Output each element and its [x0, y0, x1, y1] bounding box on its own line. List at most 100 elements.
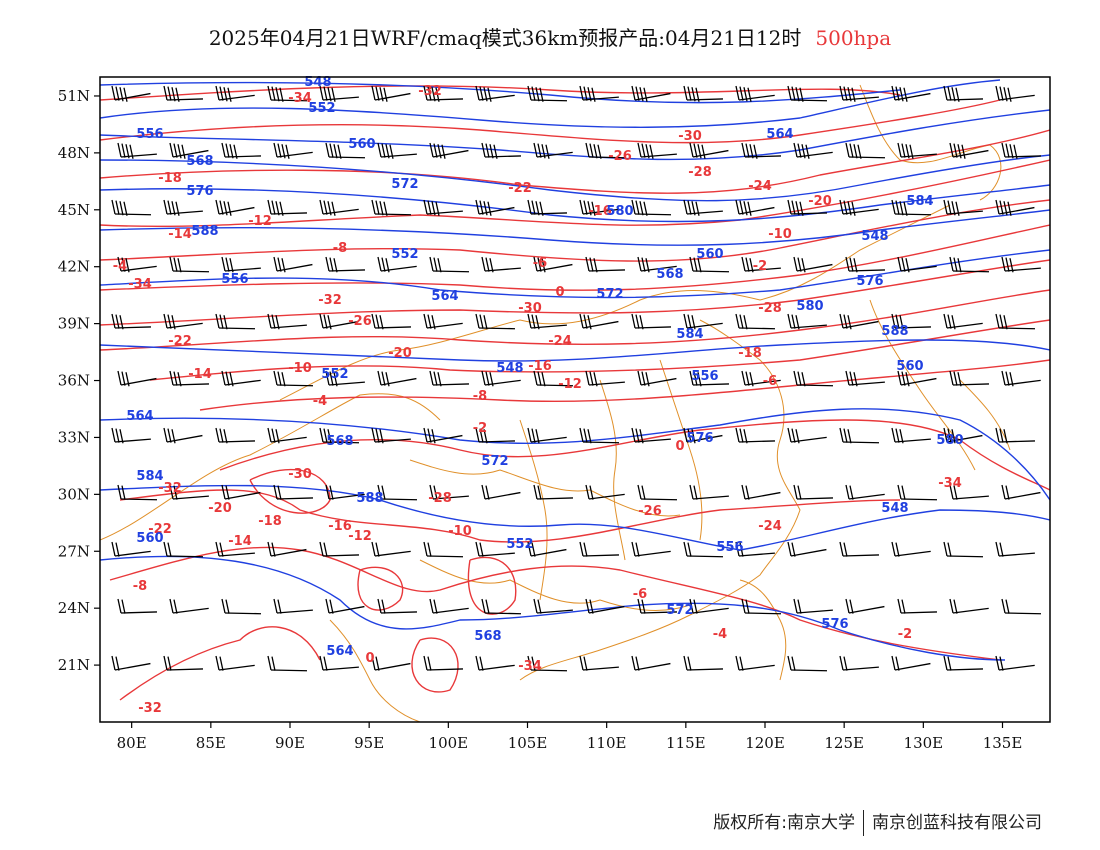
lat-tick-label: 24N: [58, 599, 90, 617]
wind-barb: [891, 541, 931, 557]
wind-barb: [215, 541, 255, 557]
wind-barb: [475, 85, 515, 102]
isotherm-label: -28: [688, 165, 712, 180]
isotherm-label: -34: [518, 659, 542, 674]
border-line: [519, 319, 801, 681]
wind-barb: [533, 370, 574, 387]
wind-barb: [579, 199, 619, 216]
wind-barb: [117, 484, 158, 501]
wind-barb: [267, 85, 308, 102]
lat-tick-label: 45N: [58, 201, 90, 219]
wind-barb: [215, 427, 256, 444]
height-contour-label: 556: [136, 127, 163, 142]
wind-barb: [423, 655, 464, 671]
lon-tick-label: 105E: [508, 734, 548, 752]
plot-area: [100, 77, 1050, 722]
isotherm-line: [249, 468, 331, 514]
wind-barb: [689, 598, 729, 614]
isotherm-label: -14: [168, 227, 192, 242]
wind-barb: [111, 655, 151, 671]
wind-barb: [319, 427, 360, 444]
wind-barb: [527, 655, 568, 672]
wind-barb: [267, 427, 307, 444]
wind-barb: [683, 427, 723, 444]
isotherm-label: -6: [533, 256, 547, 271]
isotherm-label: -30: [518, 301, 542, 316]
isotherm-label: -12: [348, 529, 372, 544]
height-line: [100, 555, 1006, 661]
wind-barbs-layer: [111, 85, 1042, 672]
footer-copyright-owner: 版权所有:南京大学: [713, 813, 855, 833]
isotherm-label: -34: [938, 476, 962, 491]
isotherm-label: -30: [288, 467, 312, 482]
isotherm-label: -30: [678, 129, 702, 144]
wind-barb: [579, 655, 619, 671]
isotherm-label: -32: [318, 293, 342, 308]
wind-barb: [533, 598, 573, 614]
wind-barb: [793, 370, 834, 387]
wind-barb: [527, 427, 567, 444]
isotherm-label: -22: [148, 522, 172, 537]
isotherm-label: -34: [288, 91, 312, 106]
height-contour-label: 584: [906, 194, 933, 209]
height-contour-label: 580: [796, 299, 823, 314]
wind-barb: [169, 484, 209, 500]
isotherm-label: -8: [133, 579, 147, 594]
isotherm-label: 0: [555, 285, 564, 300]
wind-barb: [839, 541, 880, 557]
isotherm-label: -16: [528, 359, 552, 374]
isotherm-label: -20: [208, 501, 232, 516]
isotherm-label: 0: [365, 651, 374, 666]
wind-barb: [943, 313, 983, 330]
wind-barb: [267, 313, 307, 330]
wind-barb: [839, 313, 879, 330]
wind-barb: [325, 370, 365, 387]
border-line: [869, 299, 976, 471]
lon-tick-label: 120E: [745, 734, 785, 752]
wind-barb: [319, 313, 359, 330]
wind-barb: [683, 655, 724, 671]
isotherm-line: [199, 359, 1050, 411]
isotherm-label: -6: [763, 374, 777, 389]
wind-barb: [637, 142, 677, 159]
wind-barb: [631, 313, 672, 330]
isotherm-label: -16: [328, 519, 352, 534]
latitude-axis: 51N 48N 45N 42N 39N 36N 33N 30N 27N 24N 21N: [58, 87, 100, 674]
copyright-footer: 版权所有:南京大学 南京创蓝科技有限公司: [713, 808, 1042, 836]
height-contour-label: 588: [191, 224, 218, 239]
isotherm-label: -8: [473, 389, 487, 404]
wind-barb: [221, 598, 262, 615]
wind-barb: [787, 313, 827, 330]
height-contour-label: 568: [326, 434, 353, 449]
wind-barb: [735, 427, 776, 444]
wind-barb: [683, 85, 724, 102]
wind-barb: [163, 655, 204, 671]
wind-barb: [631, 85, 671, 102]
wind-barb: [891, 427, 931, 444]
wind-barb: [527, 85, 568, 102]
isotherm-label: -4: [313, 394, 327, 409]
wind-barb: [423, 541, 464, 558]
wind-barb: [371, 541, 411, 557]
wind-barb: [683, 313, 723, 330]
wind-barb: [423, 85, 464, 102]
wind-barb: [845, 484, 885, 500]
wind-barb: [793, 256, 833, 273]
wind-barb: [163, 199, 203, 216]
wind-barb: [689, 256, 730, 273]
wind-barb: [475, 427, 516, 444]
wind-barb: [377, 598, 418, 614]
lon-tick-label: 85E: [196, 734, 226, 752]
lon-tick-label: 110E: [587, 734, 627, 752]
wind-barb: [169, 370, 210, 387]
lat-tick-label: 48N: [58, 144, 90, 162]
wind-barb: [585, 598, 625, 614]
wind-barb: [481, 598, 522, 615]
wind-barb: [579, 313, 619, 330]
height-contour-label: 572: [481, 454, 508, 469]
wind-barb: [897, 370, 937, 387]
wind-barb: [683, 199, 723, 216]
isotherm-label: -16: [588, 204, 612, 219]
wind-barb: [325, 256, 366, 273]
height-contour-label: 552: [391, 247, 418, 262]
